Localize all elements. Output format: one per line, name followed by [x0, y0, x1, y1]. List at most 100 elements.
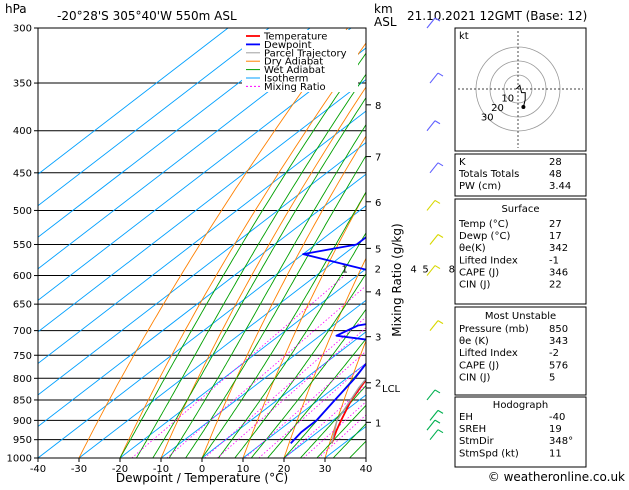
wind-barb-staff	[426, 200, 436, 211]
temperature-axis: -40 -30 -20 -10 0 10 20 30 40	[30, 458, 372, 475]
legend-label-wet-adiabat: Wet Adiabat	[264, 65, 325, 76]
wind-barb-flag	[434, 389, 441, 394]
wet-adiabat-line	[152, 96, 366, 458]
mixing-ratio-label: 4	[410, 265, 416, 276]
pressure-tick-label: 300	[13, 24, 32, 35]
wind-barb-staff	[429, 72, 439, 84]
pressure-axis: 300 350 400 450 500 550 600 650 700 750 800 850 900 9…	[7, 24, 38, 465]
km-unit-label: km	[374, 2, 393, 16]
unstable-row-label: Lifted Index	[459, 348, 518, 359]
hodograph-section-title: Hodograph	[493, 400, 548, 411]
wind-barbs	[426, 17, 444, 441]
hpa-unit-label: hPa	[5, 2, 27, 16]
index-row-label: PW (cm)	[459, 181, 501, 192]
mixing-ratio-line	[131, 275, 345, 458]
pressure-tick-label: 450	[13, 168, 32, 179]
surface-row-label: Temp (°C)	[458, 219, 509, 230]
pressure-tick-label: 500	[13, 206, 32, 217]
hodograph-ring-label: 20	[491, 103, 504, 114]
legend-label-dry-adiabat: Dry Adiabat	[264, 57, 323, 68]
height-axis: 8 7 6 5 4 3 2 1 LCL	[366, 101, 401, 429]
wind-barb-flag	[437, 234, 444, 238]
pressure-tick-label: 550	[13, 240, 32, 251]
unstable-row-label: CAPE (J)	[459, 360, 499, 371]
isotherm-line	[201, 331, 366, 458]
mixing-ratio-line	[204, 316, 366, 458]
wind-barb-staff	[429, 429, 439, 441]
wet-adiabat-line	[250, 308, 366, 458]
isotherm-line	[38, 28, 229, 175]
hodo-row-label: StmDir	[459, 436, 494, 447]
unstable-row-label: Pressure (mb)	[459, 324, 529, 335]
wet-adiabat-line	[218, 231, 366, 458]
wind-barb-flag	[437, 429, 444, 434]
isotherm-line	[242, 362, 366, 458]
indices-table: K 28 Totals Totals 48 PW (cm) 3.44 Surface Temp…	[454, 153, 587, 468]
surface-row-label: Lifted Index	[459, 255, 518, 266]
surface-row-value: 346	[549, 267, 568, 278]
parcel-trajectory-line	[331, 377, 366, 444]
isotherm-line	[38, 28, 352, 270]
surface-row-value: -1	[549, 255, 559, 266]
hodo-row-value: 11	[549, 448, 562, 459]
profile-lines	[290, 236, 366, 445]
surface-row-label: Dewp (°C)	[459, 231, 510, 242]
mixing-ratio-line	[258, 362, 366, 458]
dry-adiabat-line	[201, 135, 366, 458]
index-row-value: 48	[549, 169, 562, 180]
height-tick-label: 6	[375, 198, 381, 209]
pressure-tick-label: 350	[13, 79, 32, 90]
mixing-ratio-line	[166, 285, 366, 458]
wind-barb-staff	[426, 419, 436, 431]
lcl-label: LCL	[382, 384, 401, 395]
footer-credit: © weatheronline.co.uk	[488, 470, 625, 484]
height-tick-label: 1	[375, 418, 381, 429]
wind-barb-staff	[426, 265, 436, 276]
dry-adiabat-line	[78, 28, 348, 458]
legend-label-parcel-trajectory: Parcel Trajectory	[264, 48, 347, 59]
legend-label-dewpoint: Dewpoint	[264, 40, 312, 51]
pressure-tick-label: 900	[13, 416, 32, 427]
temperature-tick-label: 30	[319, 464, 332, 475]
unstable-row-label: CIN (J)	[459, 372, 490, 383]
unstable-row-value: 576	[549, 360, 568, 371]
table-box	[454, 306, 587, 396]
surface-row-value: 22	[549, 280, 562, 291]
wind-barb-flag	[434, 199, 441, 204]
wind-barb-staff	[429, 320, 439, 331]
hodo-row-value: 348°	[549, 436, 573, 447]
height-tick-label: 8	[375, 101, 381, 112]
pressure-tick-label: 950	[13, 435, 32, 446]
wind-barb-staff	[426, 389, 436, 401]
unstable-row-label: θe (K)	[459, 336, 489, 347]
wind-barb-flag	[437, 409, 444, 414]
height-tick-label: 2	[375, 379, 381, 390]
hodo-row-label: SREH	[459, 424, 486, 435]
dry-adiabat-line	[119, 42, 366, 458]
temperature-tick-label: 20	[278, 464, 291, 475]
temperature-line	[330, 378, 366, 444]
isotherm-line	[38, 28, 311, 238]
wind-barb-staff	[429, 234, 439, 245]
datetime-title: 21.10.2021 12GMT (Base: 12)	[407, 9, 587, 23]
hodograph-ring-label: 30	[481, 113, 494, 124]
legend-label-mixing-ratio: Mixing Ratio	[264, 82, 326, 93]
wind-barb-staff	[429, 162, 439, 174]
isotherm-line	[38, 47, 366, 301]
height-tick-label: 4	[375, 288, 381, 299]
table-box	[454, 153, 587, 197]
mixing-ratio-label: 1	[341, 265, 347, 276]
dry-adiabat-line	[324, 339, 366, 458]
mixing-ratio-line	[284, 384, 366, 458]
pressure-tick-label: 800	[13, 374, 32, 385]
dry-adiabat-line	[160, 86, 366, 458]
index-row-value: 3.44	[549, 181, 571, 192]
wind-barb-staff	[426, 120, 436, 132]
unstable-row-value: -2	[549, 348, 559, 359]
isotherm-line	[38, 110, 366, 364]
height-tick-label: 3	[375, 333, 381, 344]
legend-label-isotherm: Isotherm	[264, 74, 308, 85]
wet-adiabat-line	[136, 73, 366, 458]
location-title: -20°28'S 305°40'W 550m ASL	[57, 9, 237, 23]
